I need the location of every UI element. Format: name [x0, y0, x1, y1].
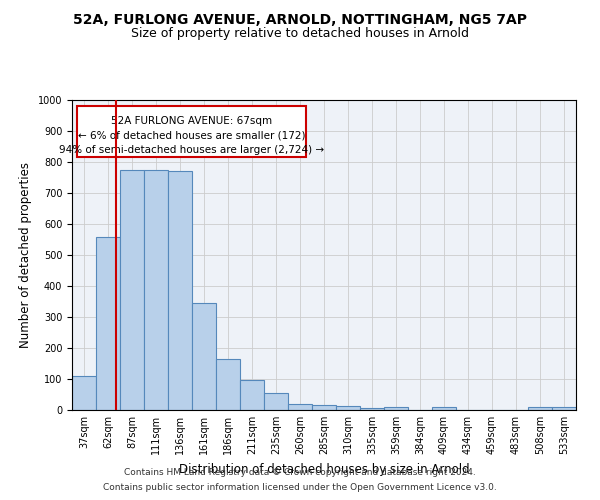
Bar: [192, 303, 216, 410]
Bar: [384, 407, 408, 410]
Text: ← 6% of detached houses are smaller (172): ← 6% of detached houses are smaller (172…: [78, 131, 305, 141]
Bar: [336, 406, 360, 410]
Bar: [288, 404, 312, 410]
Text: Size of property relative to detached houses in Arnold: Size of property relative to detached ho…: [131, 28, 469, 40]
Bar: [240, 380, 264, 410]
Bar: [120, 170, 144, 410]
Bar: [264, 393, 288, 410]
Text: 94% of semi-detached houses are larger (2,724) →: 94% of semi-detached houses are larger (…: [59, 145, 324, 155]
Bar: [552, 407, 576, 410]
Bar: [96, 237, 120, 410]
Text: Contains HM Land Registry data © Crown copyright and database right 2024.: Contains HM Land Registry data © Crown c…: [124, 468, 476, 477]
Bar: [216, 360, 240, 410]
Y-axis label: Number of detached properties: Number of detached properties: [19, 162, 32, 348]
Bar: [72, 376, 96, 410]
X-axis label: Distribution of detached houses by size in Arnold: Distribution of detached houses by size …: [179, 462, 469, 475]
Text: 52A FURLONG AVENUE: 67sqm: 52A FURLONG AVENUE: 67sqm: [111, 116, 272, 126]
Text: Contains public sector information licensed under the Open Government Licence v3: Contains public sector information licen…: [103, 483, 497, 492]
Bar: [312, 406, 336, 410]
Bar: [144, 170, 168, 410]
Bar: [360, 408, 384, 410]
Bar: [168, 172, 192, 410]
Bar: [432, 407, 456, 410]
FancyBboxPatch shape: [77, 106, 307, 158]
Text: 52A, FURLONG AVENUE, ARNOLD, NOTTINGHAM, NG5 7AP: 52A, FURLONG AVENUE, ARNOLD, NOTTINGHAM,…: [73, 12, 527, 26]
Bar: [528, 407, 552, 410]
